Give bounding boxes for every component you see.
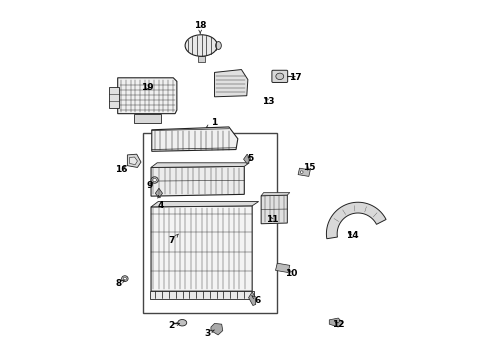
Polygon shape <box>329 318 343 327</box>
Text: 6: 6 <box>252 296 261 305</box>
Text: 12: 12 <box>332 320 344 329</box>
Ellipse shape <box>123 277 126 280</box>
Text: 9: 9 <box>147 181 153 190</box>
Text: 7: 7 <box>168 234 178 246</box>
Polygon shape <box>151 166 245 196</box>
Polygon shape <box>151 202 259 207</box>
Polygon shape <box>151 206 252 291</box>
Polygon shape <box>244 154 251 164</box>
Ellipse shape <box>122 276 128 282</box>
Text: 13: 13 <box>262 96 274 105</box>
Text: 2: 2 <box>169 321 180 330</box>
Ellipse shape <box>151 177 158 183</box>
Polygon shape <box>134 114 161 123</box>
Polygon shape <box>248 292 256 306</box>
Polygon shape <box>275 263 290 273</box>
Polygon shape <box>326 202 386 239</box>
Polygon shape <box>152 127 238 151</box>
Text: 11: 11 <box>266 215 278 224</box>
Text: 18: 18 <box>194 21 206 33</box>
Text: 14: 14 <box>346 231 359 240</box>
Ellipse shape <box>276 73 284 80</box>
Polygon shape <box>151 163 249 167</box>
Polygon shape <box>127 154 141 167</box>
Text: 10: 10 <box>286 269 298 278</box>
Text: 19: 19 <box>141 83 154 92</box>
Text: 8: 8 <box>116 279 124 288</box>
Ellipse shape <box>178 319 187 326</box>
Ellipse shape <box>153 179 156 181</box>
Text: 17: 17 <box>289 73 301 82</box>
Polygon shape <box>150 291 254 299</box>
Polygon shape <box>298 168 310 176</box>
Text: 5: 5 <box>247 154 253 163</box>
Text: 16: 16 <box>115 165 127 174</box>
Ellipse shape <box>216 41 221 49</box>
Polygon shape <box>155 188 163 198</box>
Polygon shape <box>211 323 223 335</box>
Polygon shape <box>197 56 205 62</box>
Polygon shape <box>215 69 248 97</box>
Polygon shape <box>261 195 287 224</box>
Text: 4: 4 <box>158 195 164 210</box>
Text: 15: 15 <box>303 163 316 172</box>
Polygon shape <box>129 157 137 165</box>
Polygon shape <box>261 193 290 196</box>
Ellipse shape <box>185 35 218 56</box>
FancyBboxPatch shape <box>272 70 288 82</box>
Text: 1: 1 <box>206 118 218 127</box>
Text: 3: 3 <box>204 329 215 338</box>
Polygon shape <box>118 78 177 114</box>
Bar <box>143 134 277 313</box>
Polygon shape <box>109 87 119 108</box>
Ellipse shape <box>300 171 303 174</box>
